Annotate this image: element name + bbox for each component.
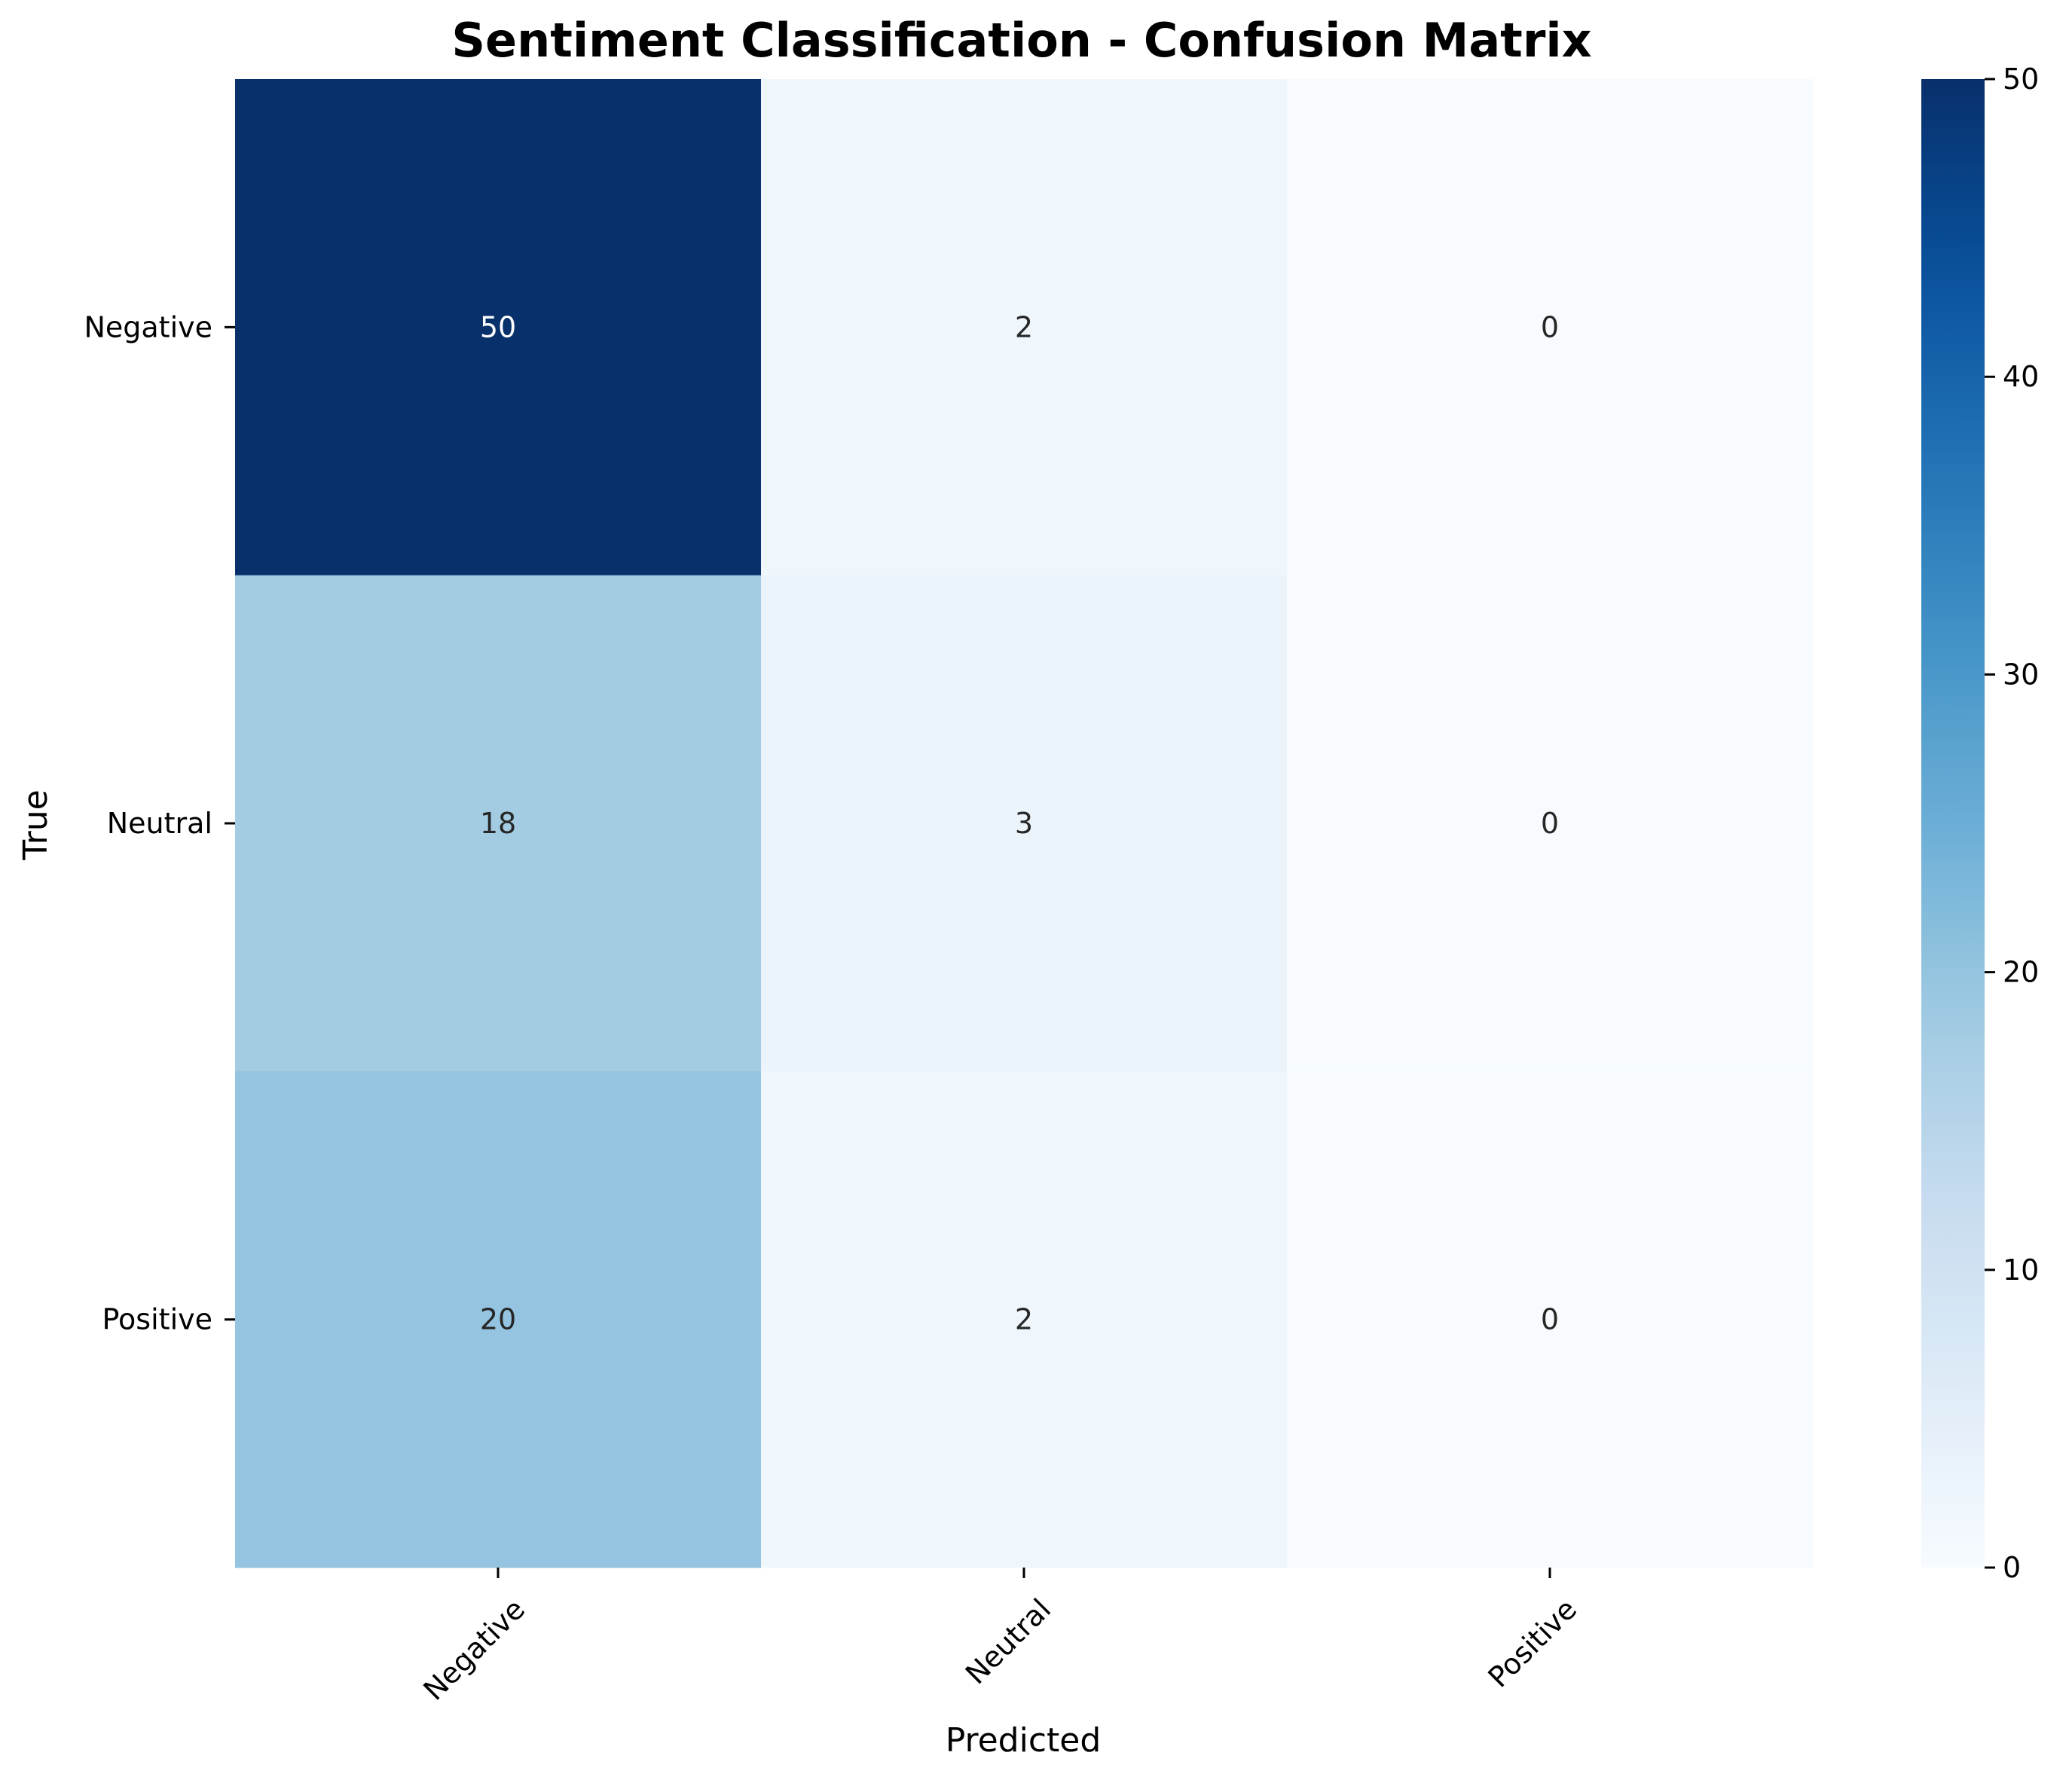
cell-value-label: 0 — [1541, 310, 1559, 343]
colorbar-tick-label: 0 — [2003, 1551, 2021, 1584]
cell-value-label: 0 — [1541, 807, 1559, 840]
heatmap-cell-labels: 50 2 018 3 020 2 0 — [480, 310, 1559, 1336]
colorbar: 0 10 20 30 40 50 — [1921, 63, 2039, 1584]
heatmap-cell — [235, 575, 762, 1072]
y-tick-label: Positive — [102, 1303, 213, 1336]
cell-value-label: 3 — [1015, 807, 1033, 840]
colorbar-tick-label: 50 — [2003, 63, 2039, 96]
y-axis: Negative Neutral Positive — [84, 310, 235, 1336]
heatmap-cell — [761, 575, 1288, 1072]
heatmap-cell — [1287, 575, 1814, 1072]
colorbar-tick-label: 30 — [2003, 658, 2039, 691]
heatmap-cell — [1287, 1071, 1814, 1568]
chart-title: Sentiment Classification - Confusion Mat… — [451, 13, 1591, 68]
heatmap-cells — [235, 79, 1814, 1568]
cell-value-label: 18 — [480, 807, 516, 840]
heatmap-cell — [235, 79, 762, 576]
colorbar-gradient — [1921, 79, 1985, 1568]
heatmap-cell — [761, 79, 1288, 576]
y-axis-label: True — [17, 789, 55, 860]
y-tick-label: Neutral — [107, 807, 212, 840]
y-tick-label: Negative — [84, 310, 212, 343]
colorbar-tick-label: 10 — [2003, 1253, 2039, 1287]
cell-value-label: 50 — [480, 310, 516, 343]
colorbar-tick-label: 20 — [2003, 956, 2039, 989]
heatmap-cell — [761, 1071, 1288, 1568]
colorbar-tick-label: 40 — [2003, 360, 2039, 393]
heatmap-cell — [1287, 79, 1814, 576]
x-axis-label: Predicted — [946, 1721, 1102, 1760]
heatmap-cell — [235, 1071, 762, 1568]
cell-value-label: 20 — [480, 1303, 516, 1336]
cell-value-label: 0 — [1541, 1303, 1559, 1336]
cell-value-label: 2 — [1015, 1303, 1033, 1336]
cell-value-label: 2 — [1015, 310, 1033, 343]
